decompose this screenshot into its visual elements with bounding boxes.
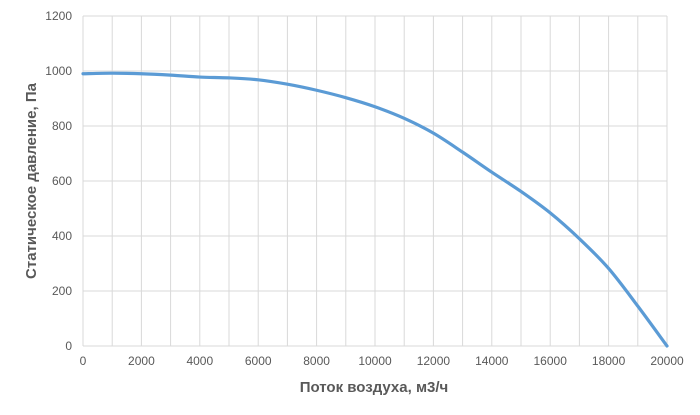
x-tick-label: 10000 — [358, 354, 392, 368]
series-line — [81, 71, 669, 348]
x-tick-label: 20000 — [650, 354, 684, 368]
x-tick-label: 6000 — [245, 354, 272, 368]
x-tick-label: 8000 — [303, 354, 330, 368]
y-tick-label: 1000 — [45, 64, 72, 78]
y-tick-label: 200 — [52, 284, 72, 298]
y-tick-label: 400 — [52, 229, 72, 243]
x-tick-label: 16000 — [534, 354, 568, 368]
chart-series — [81, 71, 669, 348]
chart-tick-labels: 0 2000 4000 6000 8000 10000 12000 14000 16000 180… — [45, 9, 684, 368]
y-tick-label: 600 — [52, 174, 72, 188]
x-tick-label: 18000 — [592, 354, 626, 368]
x-tick-label: 14000 — [475, 354, 509, 368]
y-axis-title: Статическое давление, Па — [23, 82, 40, 279]
x-tick-label: 4000 — [186, 354, 213, 368]
y-tick-label: 0 — [65, 339, 72, 353]
y-tick-label: 800 — [52, 119, 72, 133]
x-tick-label: 2000 — [128, 354, 155, 368]
chart-grid — [82, 15, 668, 347]
x-tick-label: 0 — [80, 354, 87, 368]
y-tick-label: 1200 — [45, 9, 72, 23]
x-axis-title: Поток воздуха, м3/ч — [300, 379, 449, 396]
x-tick-label: 12000 — [417, 354, 451, 368]
